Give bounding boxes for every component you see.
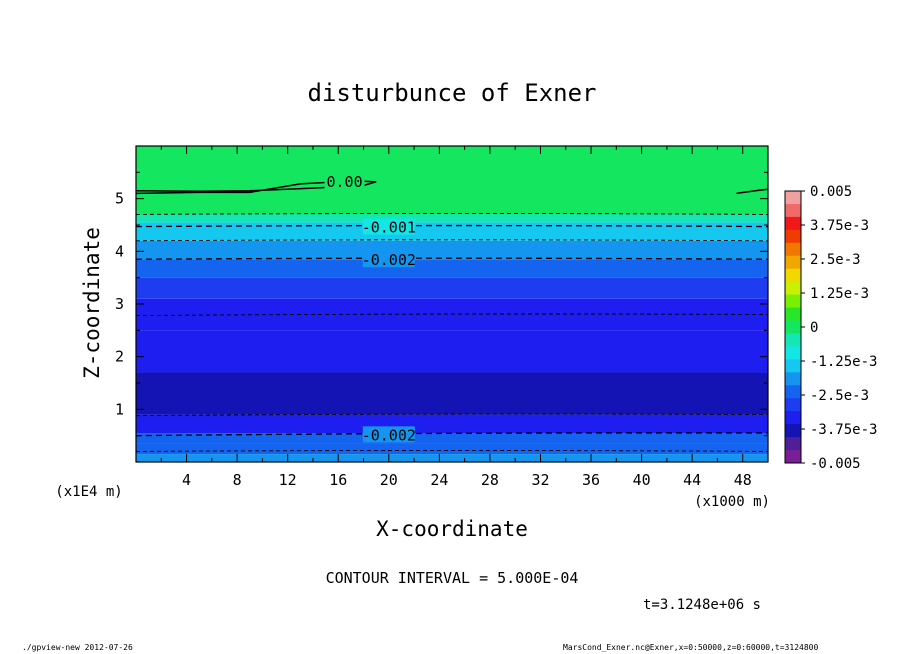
y-axis-label: Z-coordinate (80, 227, 104, 379)
time-text: t=3.1248e+06 s (643, 597, 761, 613)
zero-contour-line (736, 188, 769, 195)
x-axis-ticks: 4 8 12 16 20 24 28 32 36 40 44 48 (160, 146, 752, 489)
colorbar-tick-label: -0.005 (810, 456, 861, 472)
colorbar-segment (785, 281, 801, 296)
contour-line (135, 432, 769, 437)
x-axis-unit: (x1000 m) (694, 494, 770, 510)
colorbar-segment (785, 437, 801, 451)
colorbar: 0.005 3.75e-3 2.5e-3 1.25e-3 0 -1.25e-3 -2.5e-… (784, 184, 877, 472)
x-tick-label: 20 (380, 471, 398, 489)
colorbar-tick-label: 1.25e-3 (810, 286, 869, 302)
chart-title: disturbunce of Exner (308, 79, 597, 107)
colorbar-tick-label: -3.75e-3 (810, 422, 877, 438)
contour-line (135, 257, 769, 260)
x-tick-label: 48 (734, 471, 752, 489)
contour-label-bg (362, 218, 415, 235)
x-tick-label: 44 (683, 471, 701, 489)
footer-right: MarsCond_Exner.nc@Exner,x=0:50000,z=0:60… (563, 643, 819, 652)
x-axis-label: X-coordinate (376, 517, 528, 541)
colorbar-tick-label: -1.25e-3 (810, 354, 877, 370)
y-axis-ticks: 1 2 3 4 5 (115, 171, 768, 437)
y-tick-label: 2 (115, 348, 124, 366)
contour-label: -0.001 (362, 219, 416, 237)
x-tick-label: 32 (531, 471, 549, 489)
x-tick-label: 16 (329, 471, 347, 489)
x-tick-label: 8 (233, 471, 242, 489)
contour-band (136, 259, 768, 278)
y-tick-label: 3 (115, 295, 124, 313)
x-tick-label: 12 (279, 471, 297, 489)
colorbar-segment (785, 411, 801, 425)
colorbar-segment (785, 424, 801, 438)
contour-line-layer: -0.001 -0.002 -0.002 0.00 (135, 172, 769, 452)
colorbar-segment (785, 359, 801, 373)
contour-line (135, 213, 769, 215)
contour-line (135, 313, 769, 317)
contour-interval-text: CONTOUR INTERVAL = 5.000E-04 (326, 569, 579, 587)
contour-label-bg (324, 172, 365, 189)
y-axis-unit: (x1E4 m) (55, 484, 122, 500)
colorbar-segment (785, 333, 801, 347)
colorbar-tick-label: 0 (810, 320, 818, 336)
colorbar-tick-label: -2.5e-3 (810, 388, 869, 404)
colorbar-segment (785, 372, 801, 386)
colorbar-segment (785, 242, 801, 257)
contour-band (136, 222, 768, 241)
zero-contour-line (135, 180, 377, 195)
x-tick-label: 4 (182, 471, 191, 489)
contour-band (136, 443, 768, 455)
contour-band (136, 240, 768, 260)
colorbar-segment (785, 203, 801, 218)
contour-band (136, 454, 768, 462)
colorbar-segment (785, 268, 801, 283)
footer-left: ./gpview-new 2012-07-26 (22, 643, 133, 652)
x-tick-label: 36 (582, 471, 600, 489)
colorbar-segment (785, 191, 801, 205)
colorbar-tick-label: 3.75e-3 (810, 218, 869, 234)
contour-band (136, 214, 768, 223)
contour-band (136, 414, 768, 434)
y-tick-label: 1 (115, 400, 124, 418)
contour-band (136, 277, 768, 299)
colorbar-segment (785, 320, 801, 334)
colorbar-segment (785, 229, 801, 244)
colorbar-segment (785, 450, 801, 464)
y-tick-label: 5 (115, 190, 124, 208)
contour-line (135, 239, 769, 242)
contour-line (135, 224, 769, 228)
zero-contour-label: 0.00 (326, 173, 362, 191)
x-tick-label: 24 (430, 471, 448, 489)
contour-band (136, 330, 768, 373)
contour-line (135, 413, 769, 417)
colorbar-tick-label: 2.5e-3 (810, 252, 861, 268)
contour-band (136, 433, 768, 444)
contour-line (135, 450, 769, 452)
colorbar-segment (785, 255, 801, 270)
x-tick-label: 28 (481, 471, 499, 489)
colorbar-segment (785, 216, 801, 231)
colorbar-segment (785, 294, 801, 309)
contour-band (136, 146, 768, 215)
y-tick-label: 4 (115, 242, 124, 260)
x-tick-label: 40 (633, 471, 651, 489)
contour-label: -0.002 (362, 251, 416, 269)
contour-label: -0.002 (362, 426, 416, 444)
contour-band (136, 372, 768, 415)
colorbar-segment (785, 398, 801, 412)
contour-label-bg (362, 426, 415, 443)
colorbar-segment (785, 346, 801, 360)
colorbar-segment (785, 307, 801, 322)
colorbar-tick-label: 0.005 (810, 184, 852, 200)
contour-label-bg (362, 251, 415, 268)
colorbar-segment (785, 385, 801, 399)
